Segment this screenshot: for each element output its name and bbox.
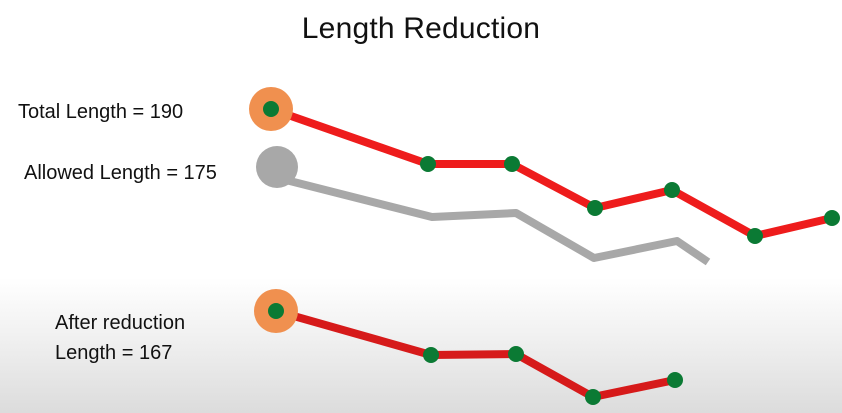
route-node: [504, 156, 520, 172]
reduced-length-label: Length = 167: [55, 342, 173, 364]
reduced-length-line: [274, 307, 676, 401]
allowed-length-line: [277, 174, 711, 266]
reduced-route-node: [268, 303, 284, 319]
reduced-route-node: [585, 389, 601, 405]
route-node: [587, 200, 603, 216]
bottom-background: [0, 278, 842, 413]
page-title: Length Reduction: [301, 12, 541, 45]
route-node: [824, 210, 840, 226]
reduced-route-node: [423, 347, 439, 363]
allowed-start-marker: [256, 146, 298, 188]
route-node: [420, 156, 436, 172]
total-length-label: Total Length = 190: [18, 101, 184, 123]
reduced-route-node: [508, 346, 524, 362]
route-node: [664, 182, 680, 198]
route-node: [263, 101, 279, 117]
total-length-line: [269, 105, 833, 240]
after-reduction-label: After reduction: [55, 312, 186, 334]
reduced-route-node: [667, 372, 683, 388]
allowed-length-label: Allowed Length = 175: [24, 162, 217, 184]
route-node: [747, 228, 763, 244]
